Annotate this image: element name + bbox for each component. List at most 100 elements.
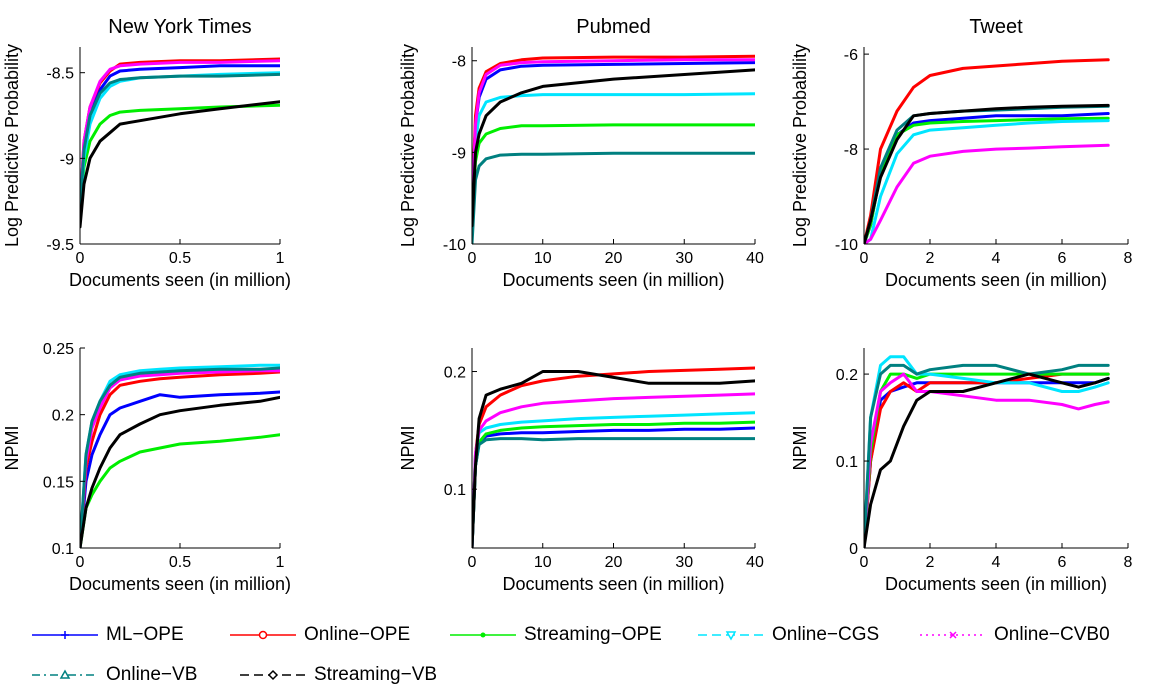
series-line-streaming-vb <box>80 395 280 548</box>
y-axis-label: NPMI <box>790 426 810 471</box>
series-line-streaming-ope <box>80 433 280 548</box>
y-tick-label: 0.25 <box>43 341 74 358</box>
x-tick-label: 10 <box>534 554 552 571</box>
series-line-streaming-vb <box>864 103 1110 244</box>
legend-label: Online−CVB0 <box>994 624 1110 645</box>
series-line-streaming-ope <box>472 123 755 218</box>
series-line-ml-ope <box>472 61 755 209</box>
y-axis-label: Log Predictive Probability <box>790 44 810 247</box>
series-line-online-cgs <box>864 355 1110 548</box>
series-group <box>864 355 1110 548</box>
y-tick-label: 0.1 <box>52 541 74 558</box>
legend-item: Online−CVB0 <box>918 620 1110 650</box>
subplot-4: 0 0.5 1 0.1 0.15 0.2 0.25 Documents seen (in mi… <box>2 341 291 594</box>
legend-label: Streaming−OPE <box>524 624 662 645</box>
y-tick-label: 0.15 <box>43 474 74 491</box>
chart-title: Pubmed <box>576 16 651 38</box>
x-tick-label: 6 <box>1058 554 1067 571</box>
series-line-online-vb <box>472 151 755 244</box>
y-tick-label: 0.2 <box>836 367 858 384</box>
legend-label: Streaming−VB <box>314 664 438 685</box>
y-axis-label: NPMI <box>398 426 418 471</box>
x-tick-label: 20 <box>605 250 623 267</box>
legend-item: Online−VB <box>30 660 197 690</box>
series-line-streaming-ope <box>472 420 755 548</box>
x-tick-label: 0 <box>76 554 85 571</box>
series-line-ml-ope <box>864 376 1110 548</box>
x-tick-label: 2 <box>926 250 935 267</box>
x-tick-label: 1 <box>276 250 285 267</box>
x-tick-label: 1 <box>276 554 285 571</box>
y-axis-label: Log Predictive Probability <box>2 44 22 247</box>
series-line-online-cvb0 <box>472 58 755 209</box>
y-tick-label: 0.2 <box>52 408 74 425</box>
y-tick-label: -10 <box>835 237 858 254</box>
series-line-online-vb <box>472 437 755 548</box>
series-group <box>472 366 755 548</box>
x-tick-label: 40 <box>746 554 764 571</box>
y-tick-label: -8.5 <box>46 66 74 83</box>
legend-label: ML−OPE <box>106 624 184 645</box>
y-tick-label: -8 <box>452 54 466 71</box>
x-tick-label: 2 <box>926 554 935 571</box>
y-tick-label: 0 <box>849 541 858 558</box>
series-group <box>80 363 280 548</box>
x-axis-label: Documents seen (in million) <box>69 270 291 290</box>
series-line-streaming-ope <box>80 103 280 212</box>
subplot-3: 0 2 4 6 8 -10 -8 -6 Documents seen (in million) L… <box>790 16 1133 290</box>
x-tick-label: 8 <box>1124 250 1133 267</box>
series-line-ml-ope <box>80 390 280 548</box>
series-line-streaming-vb <box>80 100 280 229</box>
x-axis-label: Documents seen (in million) <box>885 270 1107 290</box>
x-tick-label: 30 <box>675 250 693 267</box>
x-tick-label: 0 <box>860 250 869 267</box>
x-tick-label: 0 <box>860 554 869 571</box>
x-tick-label: 0.5 <box>169 250 191 267</box>
subplot-1: 0 0.5 1 -9.5 -9 -8.5 Documents seen (in millio… <box>2 16 291 290</box>
y-tick-label: -9 <box>60 151 74 168</box>
series-line-streaming-vb <box>472 370 755 548</box>
x-axis-label: Documents seen (in million) <box>502 270 724 290</box>
y-tick-label: -8 <box>844 142 858 159</box>
x-tick-label: 0 <box>76 250 85 267</box>
legend-swatch <box>920 631 986 639</box>
legend-swatch <box>230 630 296 640</box>
x-tick-label: 0 <box>468 250 477 267</box>
x-tick-label: 20 <box>605 554 623 571</box>
legend-label: Online−CGS <box>772 624 880 645</box>
series-line-online-cvb0 <box>864 372 1110 548</box>
subplot-6: 0 2 4 6 8 0 0.1 0.2 Documents seen (in million) N… <box>790 348 1133 594</box>
x-tick-label: 4 <box>992 554 1001 571</box>
x-axis-label: Documents seen (in million) <box>69 574 291 594</box>
series-group <box>472 54 755 244</box>
legend-swatch <box>32 669 98 679</box>
y-tick-label: 0.1 <box>444 482 466 499</box>
series-group <box>80 57 280 229</box>
subplot-5: 0 10 20 30 40 0.1 0.2 Documents seen (in millio… <box>398 348 764 594</box>
series-line-streaming-vb <box>864 372 1110 548</box>
x-tick-label: 40 <box>746 250 764 267</box>
y-tick-label: -6 <box>844 47 858 64</box>
legend-item: Online−OPE <box>228 620 410 650</box>
series-line-online-cgs <box>80 71 280 212</box>
x-tick-label: 30 <box>675 554 693 571</box>
y-axis-label: NPMI <box>2 426 22 471</box>
legend-item: Online−CGS <box>696 620 879 650</box>
legend: ML−OPE Online−OPE Streaming−OPE Online−CGS O… <box>30 620 1140 694</box>
y-tick-label: 0.2 <box>444 365 466 382</box>
series-line-online-cgs <box>864 119 1110 244</box>
legend-item: ML−OPE <box>30 620 184 650</box>
legend-swatch <box>32 631 98 639</box>
y-tick-label: -9.5 <box>46 237 74 254</box>
x-tick-label: 4 <box>992 250 1001 267</box>
legend-swatch <box>240 669 306 681</box>
y-tick-label: 0.1 <box>836 454 858 471</box>
x-tick-label: 0.5 <box>169 554 191 571</box>
y-axis-label: Log Predictive Probability <box>398 44 418 247</box>
legend-item: Streaming−OPE <box>448 620 662 650</box>
legend-swatch <box>450 632 516 638</box>
series-group <box>864 58 1110 244</box>
series-line-online-cvb0 <box>864 143 1110 244</box>
legend-label: Online−VB <box>106 664 198 685</box>
series-line-online-ope <box>864 58 1110 244</box>
